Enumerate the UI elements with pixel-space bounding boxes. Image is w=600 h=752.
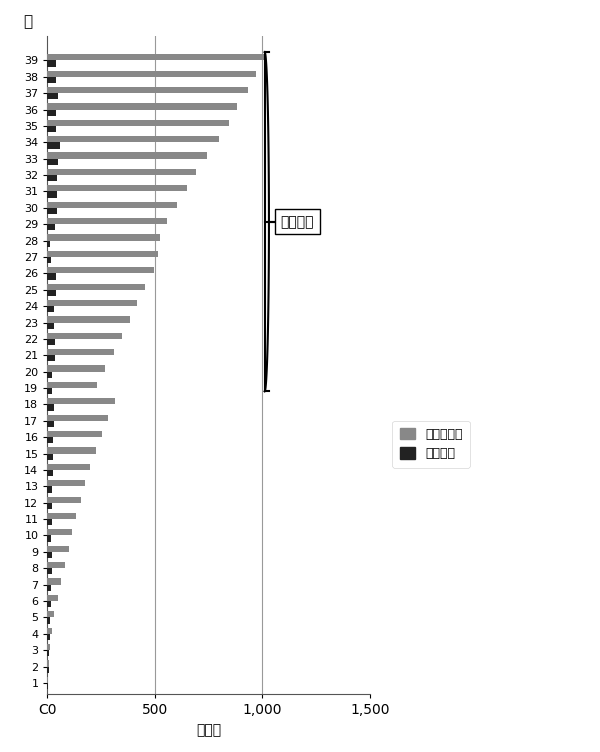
Text: 期: 期 — [23, 14, 32, 29]
Bar — [47, 453, 53, 459]
Bar — [47, 552, 52, 558]
Bar — [47, 136, 220, 142]
Bar — [47, 142, 61, 148]
Bar — [47, 208, 57, 214]
Bar — [47, 257, 51, 263]
Bar — [47, 218, 167, 224]
Bar — [47, 529, 72, 535]
Bar — [47, 317, 130, 323]
Bar — [47, 546, 69, 552]
Bar — [47, 284, 145, 290]
Bar — [47, 431, 101, 437]
Bar — [47, 535, 51, 541]
Bar — [47, 666, 49, 673]
Bar — [47, 584, 52, 591]
Bar — [47, 300, 137, 306]
Bar — [47, 447, 96, 453]
Bar — [47, 421, 54, 427]
Bar — [47, 388, 52, 394]
Bar — [47, 235, 160, 241]
Bar — [47, 159, 58, 165]
Bar — [47, 399, 115, 405]
Bar — [47, 103, 237, 110]
Bar — [47, 93, 58, 99]
Bar — [47, 634, 50, 640]
Bar — [47, 487, 52, 493]
Bar — [47, 332, 122, 339]
Text: 財団事業: 財団事業 — [281, 215, 314, 229]
Bar — [47, 175, 57, 181]
Bar — [47, 355, 55, 362]
Bar — [47, 224, 55, 230]
Bar — [47, 650, 49, 656]
Bar — [47, 349, 114, 355]
Bar — [47, 617, 50, 623]
Bar — [47, 611, 55, 617]
Bar — [47, 595, 58, 601]
Bar — [47, 437, 53, 444]
Bar — [47, 153, 207, 159]
Bar — [47, 644, 50, 650]
Bar — [47, 185, 187, 192]
Bar — [47, 414, 108, 421]
Bar — [47, 169, 196, 175]
Bar — [47, 60, 56, 67]
Bar — [47, 71, 256, 77]
Bar — [47, 562, 65, 569]
Bar — [47, 365, 105, 371]
Bar — [47, 250, 158, 257]
Bar — [47, 77, 56, 83]
Bar — [47, 274, 56, 280]
Bar — [47, 54, 265, 60]
Bar — [47, 323, 54, 329]
Bar — [47, 110, 56, 116]
Bar — [47, 569, 52, 575]
Bar — [47, 480, 85, 487]
Bar — [47, 382, 97, 388]
Bar — [47, 192, 57, 198]
Bar — [47, 513, 76, 519]
Bar — [47, 628, 52, 634]
Bar — [47, 405, 55, 411]
Bar — [47, 306, 54, 312]
Bar — [47, 241, 50, 247]
Legend: 累計助成金, 助成金額: 累計助成金, 助成金額 — [392, 420, 470, 468]
Bar — [47, 464, 91, 470]
Bar — [47, 660, 49, 666]
Bar — [47, 470, 53, 476]
Bar — [47, 267, 154, 274]
Bar — [47, 290, 56, 296]
Bar — [47, 87, 248, 93]
Bar — [47, 601, 51, 608]
Bar — [47, 519, 52, 526]
Bar — [47, 496, 81, 503]
Bar — [47, 339, 55, 345]
Bar — [47, 371, 52, 378]
Bar — [47, 126, 56, 132]
Bar — [47, 120, 229, 126]
Bar — [47, 578, 61, 584]
Bar — [47, 202, 177, 208]
X-axis label: 百万円: 百万円 — [196, 723, 221, 737]
Bar — [47, 503, 52, 509]
